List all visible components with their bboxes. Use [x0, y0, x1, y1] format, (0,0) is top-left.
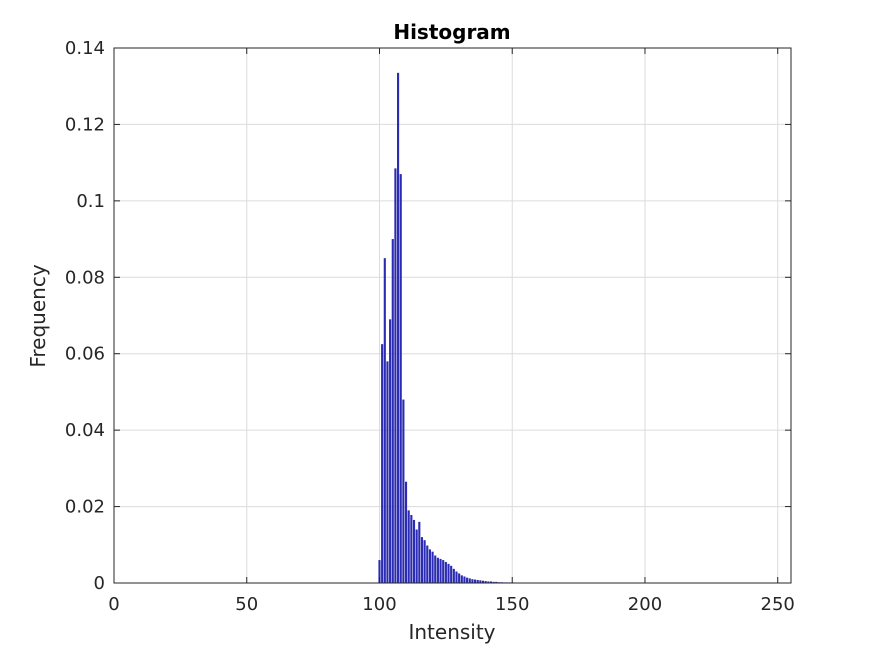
histogram-bar	[476, 579, 479, 583]
histogram-bar	[474, 579, 477, 583]
x-axis-label: Intensity	[408, 620, 495, 644]
histogram-bar	[402, 399, 405, 583]
histogram-bar	[397, 72, 400, 583]
histogram-bar	[389, 319, 392, 583]
histogram-bar	[378, 560, 381, 583]
histogram-bar	[439, 558, 442, 583]
histogram-bar	[399, 174, 402, 583]
bars	[378, 72, 514, 584]
histogram-bar	[479, 580, 482, 583]
histogram-bar	[492, 581, 495, 583]
histogram-bar	[386, 361, 389, 583]
y-tick-label: 0.12	[65, 114, 105, 135]
x-tick-label: 200	[628, 594, 662, 615]
histogram-bar	[420, 537, 424, 583]
histogram-bar	[415, 529, 418, 583]
chart-title: Histogram	[393, 20, 510, 44]
x-tick-label: 250	[761, 594, 795, 615]
histogram-bar	[455, 571, 458, 583]
histogram-bar	[410, 514, 413, 583]
histogram-bar	[418, 521, 421, 583]
histogram-bar	[487, 581, 490, 583]
histogram-bar	[463, 576, 466, 583]
ticks: 0 50 100 150 200 250 0 0.02 0.04 0.06 0.08 0.1 0.12 0…	[65, 38, 795, 615]
histogram-bar	[481, 580, 485, 583]
histogram-bar	[404, 481, 408, 583]
y-tick-label: 0	[94, 573, 105, 594]
y-tick-label: 0.14	[65, 38, 105, 59]
x-tick-label: 100	[362, 594, 396, 615]
histogram-bar	[423, 540, 426, 583]
y-tick-label: 0.1	[76, 191, 105, 212]
y-tick-label: 0.04	[65, 420, 105, 441]
histogram-bar	[452, 568, 455, 583]
y-tick-label: 0.06	[65, 344, 105, 365]
histogram-bar	[468, 578, 471, 583]
x-tick-label: 150	[495, 594, 529, 615]
histogram-bar	[495, 581, 498, 583]
histogram-bar	[412, 519, 416, 583]
histogram-bar	[428, 549, 431, 583]
histogram-bar	[442, 560, 445, 583]
histogram-bar	[436, 557, 439, 583]
histogram-bar	[484, 581, 487, 583]
histogram-bar	[394, 168, 397, 583]
histogram-bar	[407, 510, 410, 583]
y-tick-label: 0.08	[65, 267, 105, 288]
histogram-bar	[447, 563, 450, 583]
histogram-bar	[471, 579, 474, 583]
histogram-bar	[431, 551, 434, 583]
histogram-bar	[460, 575, 463, 583]
histogram-bar	[426, 545, 429, 583]
x-tick-label: 0	[108, 594, 119, 615]
histogram-bar	[434, 555, 437, 583]
y-axis-label: Frequency	[26, 264, 50, 367]
histogram-bar	[383, 258, 386, 583]
histogram-bar	[450, 565, 453, 583]
histogram-bar	[391, 239, 394, 584]
y-tick-label: 0.02	[65, 497, 105, 518]
histogram-bar	[381, 344, 384, 583]
histogram-bar	[489, 581, 493, 583]
histogram-bar	[466, 577, 469, 583]
x-tick-label: 50	[235, 594, 258, 615]
histogram-bar	[444, 561, 447, 583]
grid	[113, 47, 791, 584]
plot-frame	[113, 47, 792, 584]
histogram-bar	[458, 573, 461, 583]
